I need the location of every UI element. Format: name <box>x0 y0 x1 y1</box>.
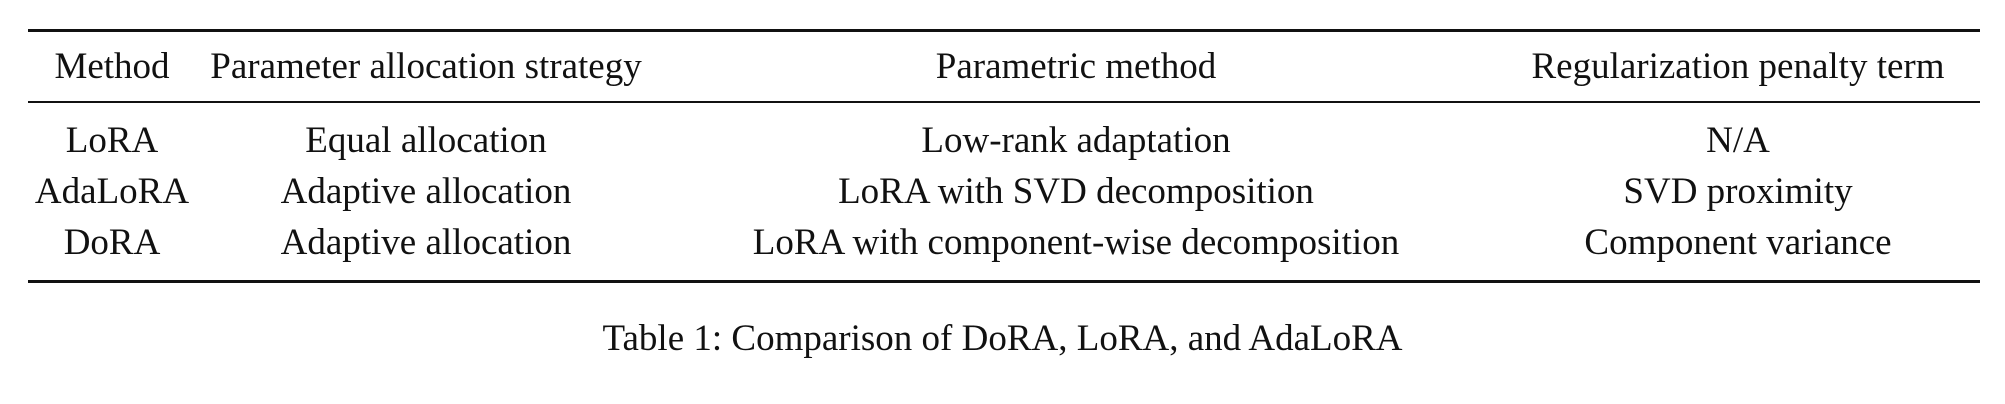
comparison-table: Method Parameter allocation strategy Par… <box>28 29 1980 283</box>
cell-method: AdaLoRA <box>34 171 190 212</box>
cell-parametric: LoRA with SVD decomposition <box>838 171 1314 212</box>
comparison-table-container: Method Parameter allocation strategy Par… <box>28 29 1980 283</box>
cell-method: DoRA <box>63 222 161 263</box>
cell-method: LoRA <box>65 120 159 161</box>
cell-regularization: SVD proximity <box>1623 171 1853 212</box>
table-row-lora: LoRA Equal allocation Low-rank adaptatio… <box>28 102 1980 166</box>
table-header: Method Parameter allocation strategy Par… <box>28 30 1980 102</box>
cell-regularization: N/A <box>1706 120 1770 161</box>
cell-allocation: Adaptive allocation <box>280 222 572 263</box>
header-parametric-method: Parametric method <box>935 46 1217 87</box>
header-method: Method <box>54 46 170 87</box>
table-body: LoRA Equal allocation Low-rank adaptatio… <box>28 102 1980 282</box>
header-row: Method Parameter allocation strategy Par… <box>28 30 1980 102</box>
cell-allocation: Equal allocation <box>305 120 547 161</box>
header-parameter-allocation-strategy: Parameter allocation strategy <box>210 46 642 87</box>
cell-allocation: Adaptive allocation <box>280 171 572 212</box>
cell-regularization: Component variance <box>1584 222 1892 263</box>
table-caption: Table 1: Comparison of DoRA, LoRA, and A… <box>602 318 1403 359</box>
table-row-dora: DoRA Adaptive allocation LoRA with compo… <box>28 217 1980 282</box>
table-row-adalora: AdaLoRA Adaptive allocation LoRA with SV… <box>28 166 1980 217</box>
header-regularization-penalty-term: Regularization penalty term <box>1531 46 1945 87</box>
cell-parametric: LoRA with component-wise decomposition <box>752 222 1400 263</box>
cell-parametric: Low-rank adaptation <box>921 120 1231 161</box>
